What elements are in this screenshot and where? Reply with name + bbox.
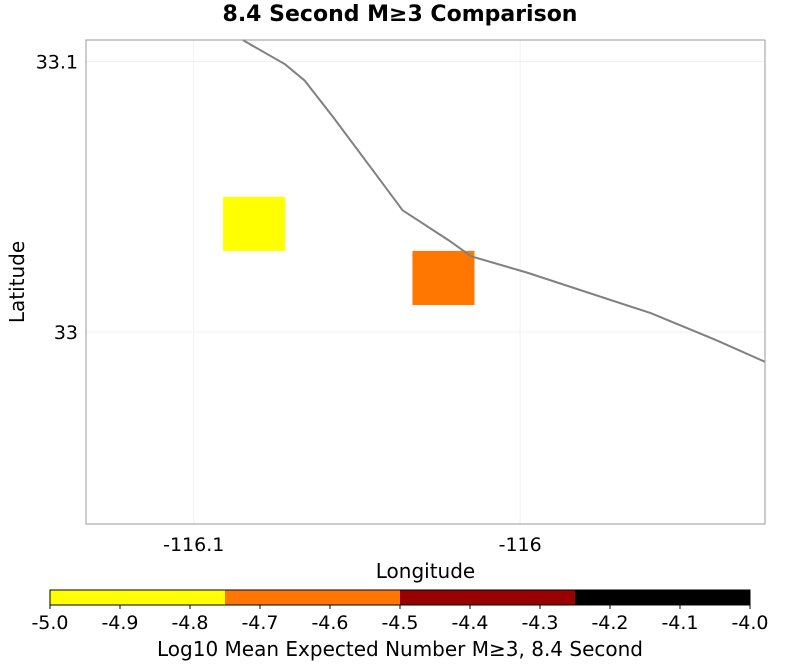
y-axis-ticks: 33.1 33 bbox=[36, 52, 78, 344]
x-tick-label: -116 bbox=[499, 534, 542, 556]
y-tick-label: 33.1 bbox=[36, 52, 78, 74]
heatmap-cells bbox=[223, 196, 475, 305]
colorbar-tick-label: -4.3 bbox=[521, 612, 558, 634]
colorbar-segment bbox=[50, 590, 225, 605]
colorbar-tick-label: -4.8 bbox=[171, 612, 208, 634]
x-tick-label: -116.1 bbox=[163, 534, 224, 556]
colorbar-tick-label: -4.0 bbox=[731, 612, 768, 634]
colorbar-tick-label: -4.7 bbox=[241, 612, 278, 634]
colorbar-segment bbox=[575, 590, 750, 605]
grid-layer bbox=[86, 40, 765, 524]
colorbar-segment bbox=[225, 590, 400, 605]
plot-frame bbox=[85, 39, 766, 525]
x-axis-label: Longitude bbox=[376, 559, 475, 583]
colorbar-label: Log10 Mean Expected Number M≥3, 8.4 Seco… bbox=[157, 637, 643, 661]
colorbar-tick-label: -4.5 bbox=[381, 612, 418, 634]
fault-trace-line bbox=[242, 39, 766, 363]
colorbar-tick-label: -4.2 bbox=[591, 612, 628, 634]
colorbar-segment bbox=[400, 590, 575, 605]
y-axis-label: Latitude bbox=[5, 241, 29, 323]
colorbar-tick-label: -4.6 bbox=[311, 612, 348, 634]
colorbar bbox=[49, 589, 751, 606]
chart-title: 8.4 Second M≥3 Comparison bbox=[222, 2, 578, 27]
colorbar-ticks: -5.0 -4.9 -4.8 -4.7 -4.6 -4.5 -4.4 -4.3 -4.2 -4.1… bbox=[31, 605, 769, 634]
x-axis-ticks: -116.1 -116 bbox=[163, 534, 542, 556]
colorbar-tick-label: -4.4 bbox=[451, 612, 488, 634]
heatmap-cell bbox=[412, 250, 475, 305]
colorbar-tick-label: -5.0 bbox=[31, 612, 68, 634]
y-tick-label: 33 bbox=[54, 322, 78, 344]
fault-trace-layer bbox=[242, 39, 766, 363]
colorbar-tick-label: -4.1 bbox=[661, 612, 698, 634]
colorbar-tick-label: -4.9 bbox=[101, 612, 138, 634]
heatmap-cell bbox=[223, 196, 286, 251]
